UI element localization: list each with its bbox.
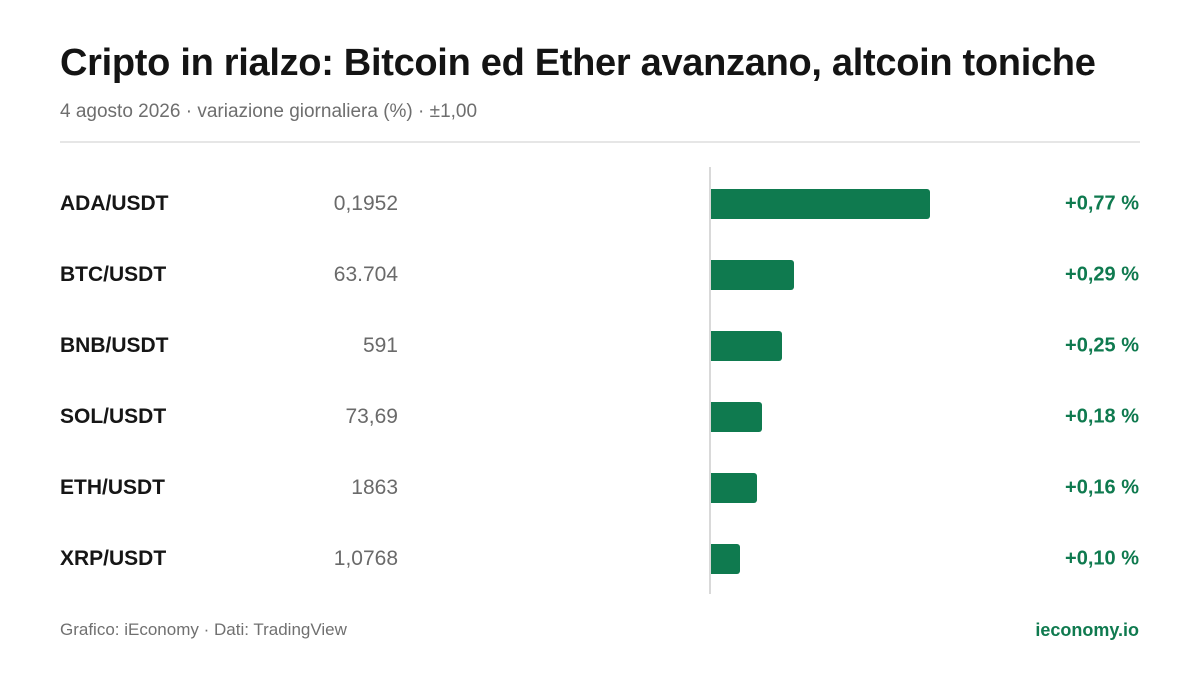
pair-label: ETH/USDT (60, 476, 165, 499)
price-label: 0,1952 (333, 192, 398, 215)
chart-row: BTC/USDT 63.704 +0,29 % (0, 255, 1200, 295)
footer-brand[interactable]: ieconomy.io (1035, 620, 1139, 640)
change-value-label: +0,10 % (1065, 547, 1139, 570)
change-value-label: +0,29 % (1065, 263, 1139, 286)
chart-row: SOL/USDT 73,69 +0,18 % (0, 397, 1200, 437)
chart-row: ETH/USDT 1863 +0,16 % (0, 468, 1200, 508)
price-label: 63.704 (333, 263, 398, 286)
change-value-label: +0,77 % (1065, 192, 1139, 215)
pair-label: BNB/USDT (60, 334, 169, 357)
price-label: 73,69 (345, 405, 398, 428)
chart-subtitle: 4 agosto 2026 · variazione giornaliera (… (60, 101, 478, 122)
change-value-label: +0,16 % (1065, 476, 1139, 499)
chart-row: ADA/USDT 0,1952 +0,77 % (0, 184, 1200, 224)
change-bar (711, 402, 763, 432)
change-value-label: +0,18 % (1065, 405, 1139, 428)
chart-title: Cripto in rialzo: Bitcoin ed Ether avanz… (60, 42, 1096, 84)
chart-row: BNB/USDT 591 +0,25 % (0, 326, 1200, 366)
change-bar (711, 189, 931, 219)
change-bar (711, 544, 740, 574)
change-value-label: +0,25 % (1065, 334, 1139, 357)
price-label: 1,0768 (333, 547, 398, 570)
footer-credit: Grafico: iEconomy · Dati: TradingView (60, 620, 347, 639)
change-bar (711, 260, 794, 290)
change-bar (711, 473, 757, 503)
change-bar (711, 331, 783, 361)
pair-label: BTC/USDT (60, 263, 167, 286)
header-divider (60, 141, 1140, 143)
pair-label: XRP/USDT (60, 547, 167, 570)
pair-label: SOL/USDT (60, 405, 167, 428)
zero-axis-line (709, 167, 711, 594)
pair-label: ADA/USDT (60, 192, 169, 215)
price-label: 591 (362, 334, 398, 357)
chart-row: XRP/USDT 1,0768 +0,10 % (0, 539, 1200, 579)
price-label: 1863 (351, 476, 398, 499)
